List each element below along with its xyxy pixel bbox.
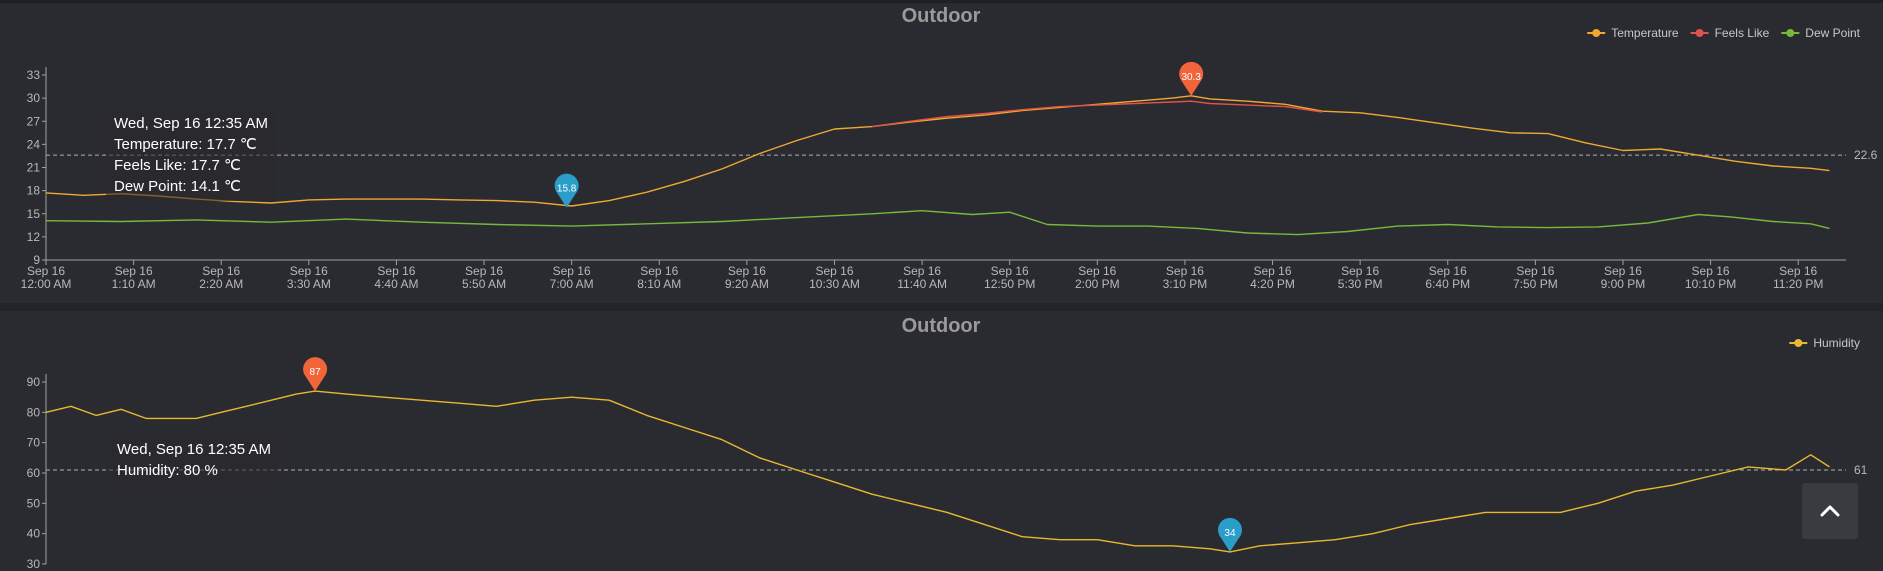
y-tick-label: 60 [27, 466, 41, 480]
x-tick-label-date: Sep 16 [1254, 264, 1292, 278]
average-mark-label: 22.6 [1854, 148, 1878, 162]
y-tick-label: 9 [33, 253, 40, 267]
tooltip-dew-point: Dew Point: 14.1 ℃ [114, 178, 241, 195]
x-tick-label-date: Sep 16 [991, 264, 1029, 278]
chart-title: Outdoor [902, 5, 981, 27]
x-tick-label-date: Sep 16 [1516, 264, 1554, 278]
series-line-feels-like [871, 100, 1323, 128]
legend-label: Feels Like [1715, 26, 1770, 40]
x-tick-label-date: Sep 16 [553, 264, 591, 278]
chart-title: Outdoor [902, 315, 981, 337]
temperature-chart: Outdoor Dew Point Feels Like Temperature 9 12… [21, 5, 1878, 291]
min-point-label: 15.8 [557, 184, 577, 195]
humidity-tooltip: Wed, Sep 16 12:35 AM Humidity: 80 % [109, 435, 279, 485]
x-tick-label-date: Sep 16 [1078, 264, 1116, 278]
x-tick-label-time: 2:20 AM [199, 277, 243, 291]
legend-dot [1695, 29, 1704, 37]
series-line-humidity [45, 390, 1830, 553]
x-tick-label-time: 12:50 PM [984, 277, 1035, 291]
temperature-chart-panel: Outdoor Dew Point Feels Like Temperature 9 12… [0, 0, 1883, 291]
min-point-label: 34 [1224, 528, 1236, 539]
humidity-chart-panel: Outdoor Humidity 30 40 50 60 70 80 90 61 87 34 Wed,… [0, 311, 1883, 571]
y-tick-label: 24 [27, 137, 41, 151]
x-tick-label-time: 5:30 PM [1338, 277, 1383, 291]
x-tick-label-time: 8:10 AM [637, 277, 681, 291]
series-line-dew-point [45, 209, 1830, 236]
x-tick-label-time: 10:10 PM [1685, 277, 1736, 291]
tooltip-date: Wed, Sep 16 12:35 AM [114, 115, 268, 132]
y-tick-label: 18 [27, 184, 41, 198]
x-tick-label-date: Sep 16 [1166, 264, 1204, 278]
x-tick-label-time: 11:20 PM [1773, 277, 1823, 291]
legend-dot [1794, 339, 1803, 347]
x-tick-label-date: Sep 16 [1779, 264, 1817, 278]
tooltip-humidity: Humidity: 80 % [117, 462, 218, 479]
x-tick-label-time: 4:20 PM [1250, 277, 1295, 291]
x-tick-label-date: Sep 16 [1604, 264, 1642, 278]
panel-divider [0, 303, 1883, 311]
tooltip-temperature: Temperature: 17.7 ℃ [114, 136, 257, 153]
y-tick-label: 15 [27, 207, 41, 221]
max-point-pin [1179, 61, 1204, 96]
y-tick-label: 30 [27, 91, 41, 105]
y-tick-label: 30 [27, 557, 41, 571]
legend-label: Humidity [1813, 336, 1860, 350]
x-tick-label-time: 9:00 PM [1601, 277, 1646, 291]
y-tick-label: 50 [27, 496, 41, 510]
tooltip-feels-like: Feels Like: 17.7 ℃ [114, 157, 241, 174]
y-tick-label: 80 [27, 405, 41, 419]
x-tick-label-time: 6:40 PM [1425, 277, 1470, 291]
min-point-pin [1217, 517, 1242, 552]
x-tick-label-time: 10:30 AM [809, 277, 860, 291]
max-point-pin [303, 357, 328, 392]
chevron-up-icon [1820, 505, 1840, 517]
x-tick-label-date: Sep 16 [377, 264, 415, 278]
x-tick-label-date: Sep 16 [27, 264, 65, 278]
x-tick-label-time: 4:40 AM [374, 277, 418, 291]
y-tick-label: 90 [27, 375, 41, 389]
x-tick-label-date: Sep 16 [728, 264, 766, 278]
tooltip-date: Wed, Sep 16 12:35 AM [117, 441, 271, 458]
x-tick-label-date: Sep 16 [202, 264, 240, 278]
x-tick-label-time: 1:10 AM [112, 277, 156, 291]
x-tick-label-date: Sep 16 [903, 264, 941, 278]
x-tick-label-time: 3:10 PM [1163, 277, 1208, 291]
legend-dot [1786, 29, 1795, 37]
y-tick-label: 12 [27, 230, 41, 244]
y-tick-label: 21 [27, 161, 41, 175]
y-tick-label: 33 [27, 68, 41, 82]
x-tick-label-date: Sep 16 [290, 264, 328, 278]
x-tick-label-date: Sep 16 [115, 264, 153, 278]
x-tick-label-time: 7:50 PM [1513, 277, 1558, 291]
min-point-pin [554, 173, 579, 208]
y-tick-label: 27 [27, 114, 41, 128]
x-tick-label-time: 12:00 AM [21, 277, 72, 291]
y-tick-label: 40 [27, 527, 41, 541]
x-tick-label-date: Sep 16 [1692, 264, 1730, 278]
x-tick-label-time: 3:30 AM [287, 277, 331, 291]
x-tick-label-time: 5:50 AM [462, 277, 506, 291]
max-point-label: 87 [310, 367, 322, 378]
legend-label: Temperature [1611, 26, 1679, 40]
x-tick-label-date: Sep 16 [1341, 264, 1379, 278]
series-line-temperature [45, 95, 1830, 207]
average-mark-label: 61 [1854, 463, 1868, 477]
x-tick-label-time: 7:00 AM [550, 277, 594, 291]
max-point-label: 30.3 [1181, 72, 1201, 83]
x-tick-label-date: Sep 16 [815, 264, 853, 278]
x-tick-label-date: Sep 16 [465, 264, 503, 278]
x-tick-label-date: Sep 16 [640, 264, 678, 278]
x-tick-label-time: 2:00 PM [1075, 277, 1120, 291]
y-tick-label: 70 [27, 436, 41, 450]
humidity-chart: Outdoor Humidity 30 40 50 60 70 80 90 61 87 34 [27, 315, 1868, 571]
x-tick-label-time: 9:20 AM [725, 277, 769, 291]
x-tick-label-time: 11:40 AM [897, 277, 947, 291]
legend-label: Dew Point [1805, 26, 1860, 40]
legend-dot [1592, 29, 1601, 37]
scroll-to-top-button[interactable] [1802, 483, 1858, 539]
x-tick-label-date: Sep 16 [1429, 264, 1467, 278]
temperature-tooltip: Wed, Sep 16 12:35 AM Temperature: 17.7 ℃… [106, 109, 276, 201]
